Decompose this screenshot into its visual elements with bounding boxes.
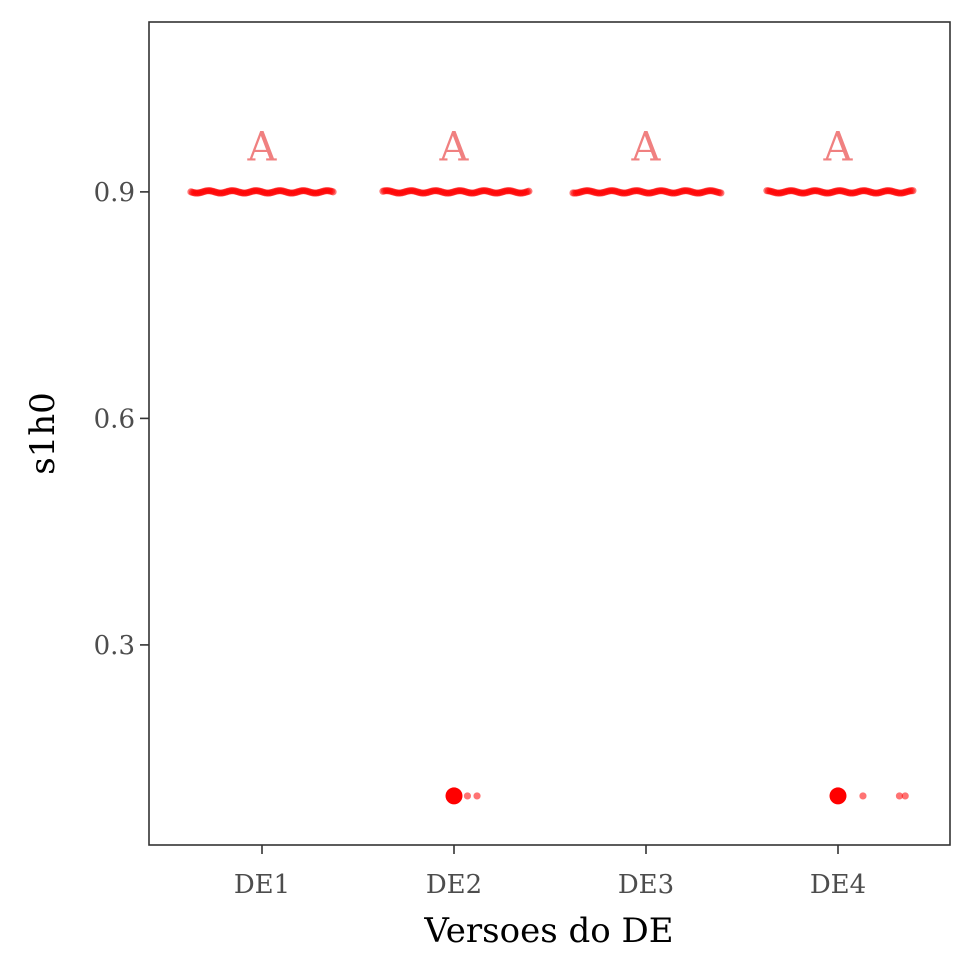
points-layer — [187, 187, 917, 805]
group-letter: A — [823, 125, 854, 171]
data-point — [473, 792, 481, 800]
y-axis-title: s1h0 — [23, 392, 63, 475]
x-tick-label: DE1 — [234, 870, 290, 900]
x-axis-title: Versoes do DE — [423, 911, 673, 951]
data-point — [329, 188, 337, 196]
x-tick-label: DE4 — [810, 870, 866, 900]
data-point — [717, 189, 725, 197]
y-tick-label: 0.3 — [94, 631, 135, 661]
group-letter: A — [247, 125, 278, 171]
y-axis: 0.3 0.6 0.9 — [94, 178, 149, 661]
data-point — [525, 187, 533, 195]
group-letter: A — [439, 125, 470, 171]
x-axis: DE1 DE2 DE3 DE4 — [234, 845, 866, 900]
data-point — [463, 792, 472, 800]
group-letter: A — [631, 125, 662, 171]
data-point — [909, 187, 917, 195]
panel-background — [149, 22, 950, 845]
data-point — [901, 792, 909, 800]
y-tick-label: 0.6 — [94, 404, 135, 434]
x-tick-label: DE2 — [426, 870, 482, 900]
data-point — [859, 792, 867, 800]
y-tick-label: 0.9 — [94, 178, 135, 208]
data-point — [895, 792, 904, 800]
x-tick-label: DE3 — [618, 870, 674, 900]
outlier-point — [445, 787, 463, 805]
panel-border — [148, 21, 951, 846]
outlier-point — [829, 787, 847, 805]
